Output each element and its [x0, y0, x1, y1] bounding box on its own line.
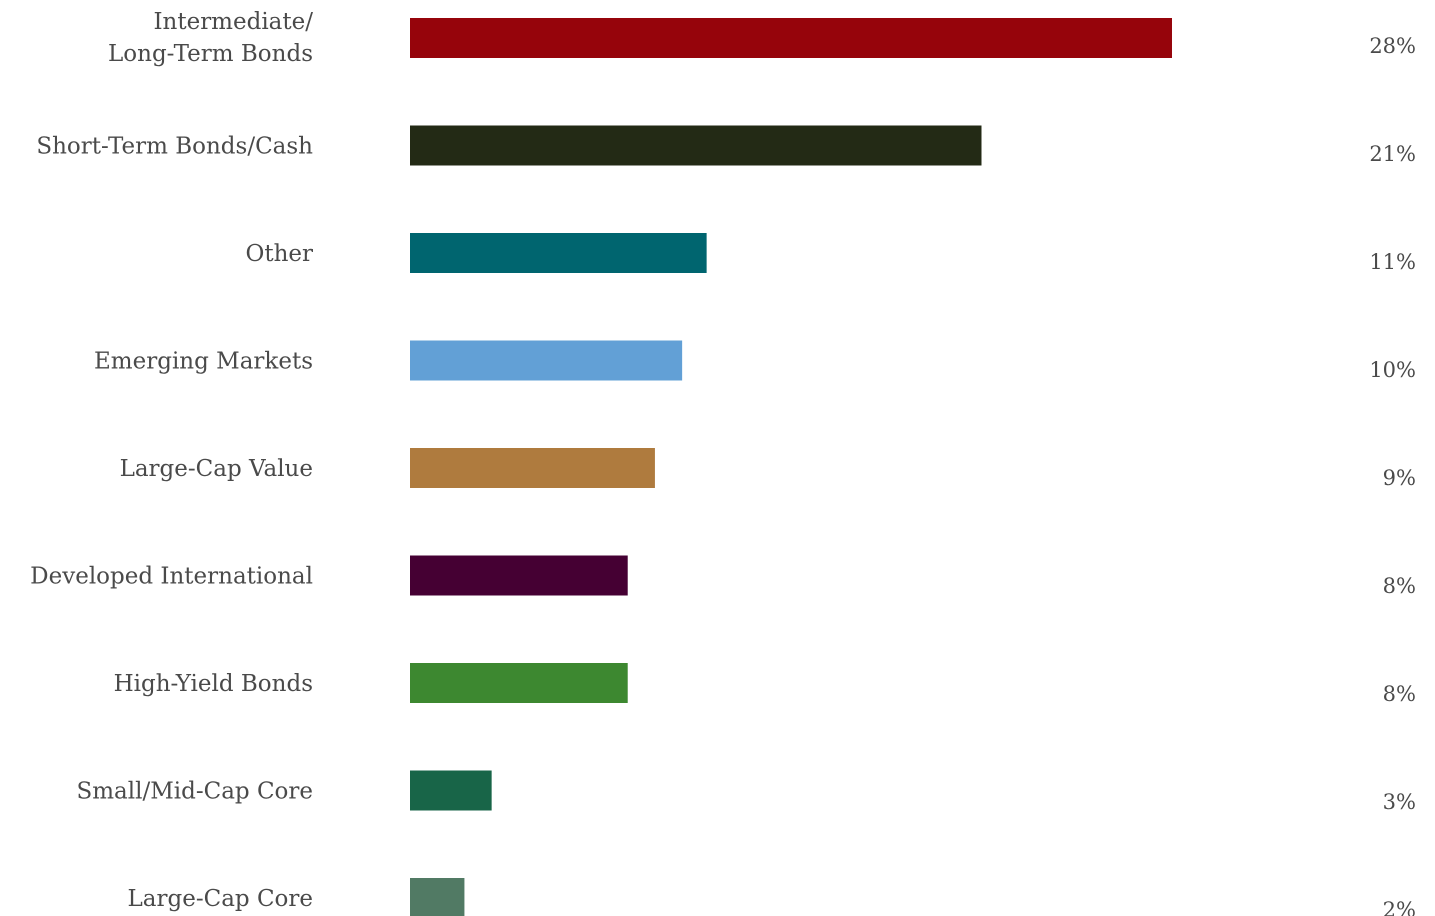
- value-label-small-mid-cap-core: 3%: [1383, 790, 1416, 814]
- value-label-high-yield-bonds: 8%: [1383, 682, 1416, 706]
- category-label-large-cap-value: Large-Cap Value: [120, 456, 313, 482]
- value-label-short-term-bonds-cash: 21%: [1369, 142, 1416, 166]
- bar-large-cap-value: [410, 448, 655, 488]
- bar-short-term-bonds-cash: [410, 126, 981, 166]
- bar-developed-international: [410, 556, 628, 596]
- bar-emerging-markets: [410, 341, 682, 381]
- category-label-emerging-markets: Emerging Markets: [94, 349, 313, 375]
- category-label-short-term-bonds-cash: Short-Term Bonds/Cash: [36, 134, 313, 160]
- category-label-other: Other: [245, 241, 313, 267]
- value-label-other: 11%: [1369, 250, 1416, 274]
- category-label-intermediate-long-term-bonds: Intermediate/Long-Term Bonds: [108, 9, 313, 67]
- value-label-developed-international: 8%: [1383, 574, 1416, 598]
- bar-intermediate-long-term-bonds: [410, 18, 1172, 58]
- value-label-emerging-markets: 10%: [1369, 358, 1416, 382]
- category-label-high-yield-bonds: High-Yield Bonds: [114, 671, 313, 697]
- bar-other: [410, 233, 707, 273]
- category-label-large-cap-core: Large-Cap Core: [128, 886, 313, 912]
- bar-high-yield-bonds: [410, 663, 628, 703]
- category-label-small-mid-cap-core: Small/Mid-Cap Core: [76, 779, 313, 805]
- value-label-large-cap-value: 9%: [1383, 466, 1416, 490]
- category-label-developed-international: Developed International: [30, 564, 313, 590]
- bar-small-mid-cap-core: [410, 771, 492, 811]
- value-label-intermediate-long-term-bonds: 28%: [1369, 34, 1416, 58]
- bar-large-cap-core: [410, 878, 464, 916]
- value-label-large-cap-core: 2%: [1383, 898, 1416, 916]
